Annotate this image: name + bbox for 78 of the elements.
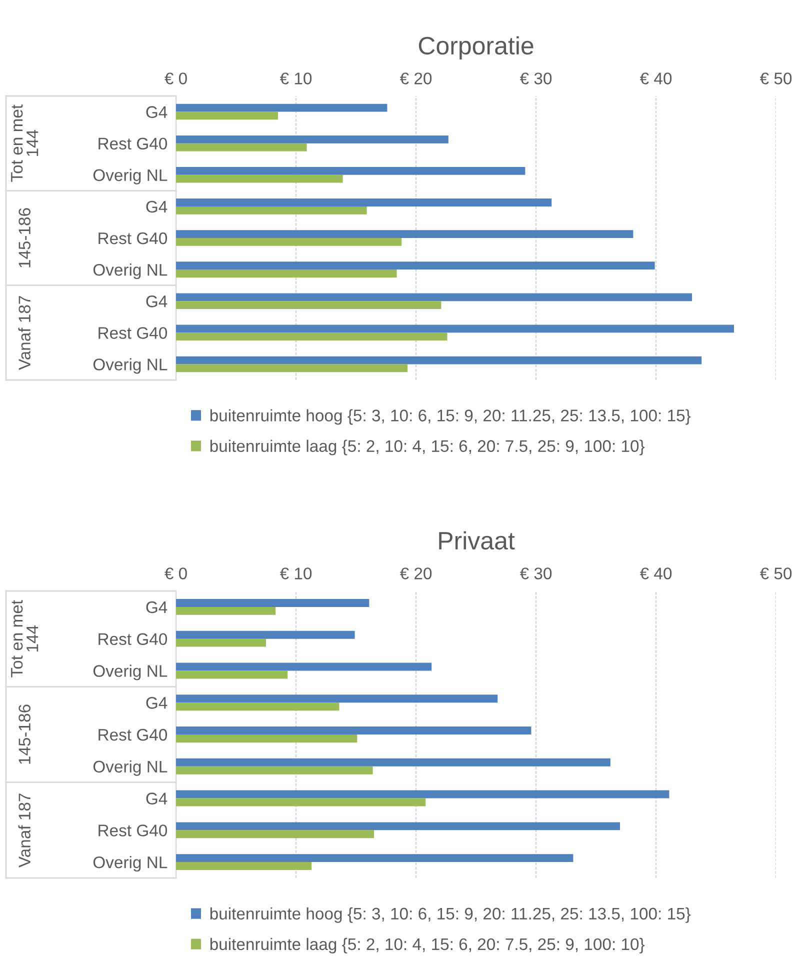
y-tick-label: G4 [146, 106, 168, 118]
y-tick-label: Rest G40 [98, 728, 168, 741]
y-tick-label: Overig NL [93, 856, 168, 872]
y-tick-label: Rest G40 [98, 327, 168, 339]
x-tick-label: € 50 [760, 568, 792, 580]
y-tick-label: G4 [146, 792, 168, 804]
legend-label: buitenruimte hoog {5: 3, 10: 6, 15: 9, 20: 11.25, 25: 13.5, 100: 15} [210, 409, 691, 425]
bar [176, 734, 358, 742]
x-tick-label: € 10 [280, 568, 312, 580]
x-tick-label: € 0 [164, 568, 187, 580]
x-tick-label: € 0 [164, 72, 187, 84]
bar [176, 862, 312, 870]
x-tick-label: € 30 [520, 72, 552, 84]
y-tick-label: G4 [146, 601, 168, 614]
bar [176, 143, 307, 152]
bar [176, 301, 442, 309]
text: 145-186 [18, 208, 30, 268]
bar [176, 694, 498, 703]
x-tick-label: € 40 [640, 72, 672, 84]
bar [176, 598, 370, 607]
bar [176, 662, 432, 671]
y-tick-label: Overig NL [93, 264, 168, 280]
bar [176, 670, 288, 679]
y-tick-label: Rest G40 [98, 824, 168, 836]
x-tick-label: € 20 [400, 568, 432, 580]
bar [176, 758, 610, 766]
y-tick-label: Overig NL [93, 168, 168, 184]
bar [176, 112, 278, 120]
y-tick-label: Overig NL [93, 358, 168, 374]
bar [176, 766, 373, 774]
bar [176, 364, 408, 372]
bar [176, 790, 670, 798]
bar [176, 606, 276, 615]
bar [176, 324, 734, 333]
text: Vanaf 187 [18, 296, 30, 370]
x-tick-label: € 40 [640, 568, 672, 580]
bar [176, 206, 367, 214]
y-tick-label: Rest G40 [98, 138, 168, 150]
y-tick-label: Rest G40 [98, 633, 168, 646]
bar [176, 270, 397, 278]
x-tick-label: € 10 [280, 72, 312, 84]
bar [176, 198, 552, 206]
y-tick-label: Overig NL [93, 760, 168, 776]
legend-label: buitenruimte hoog {5: 3, 10: 6, 15: 9, 20: 11.25, 25: 13.5, 100: 15} [210, 907, 691, 923]
bar [176, 726, 532, 734]
bar [176, 293, 692, 302]
bar [176, 830, 374, 838]
bar [176, 238, 402, 246]
bar [176, 702, 340, 711]
x-tick-label: € 20 [400, 72, 432, 84]
chart-title: Privaat [439, 531, 515, 550]
y-tick-label: Rest G40 [98, 232, 168, 244]
y-tick-label: G4 [146, 296, 168, 308]
bar [176, 854, 574, 862]
x-tick-label: € 50 [760, 72, 792, 84]
x-tick-label: € 30 [520, 568, 552, 580]
bar [176, 332, 448, 341]
bar [176, 135, 448, 144]
y-tick-label: Overig NL [93, 664, 168, 680]
bar [176, 262, 655, 270]
y-tick-label: G4 [146, 697, 168, 709]
chart-title: Corporatie [418, 36, 534, 60]
bar [176, 174, 343, 183]
legend-label: buitenruimte laag {5: 2, 10: 4, 15: 6, 20: 7.5, 25: 9, 100: 10} [210, 938, 645, 954]
bar [176, 822, 620, 830]
bar [176, 230, 634, 238]
bar [176, 104, 388, 112]
text: Tot en met 144 [11, 600, 38, 678]
bar [176, 798, 426, 806]
bar [176, 638, 266, 647]
legend-label: buitenruimte laag {5: 2, 10: 4, 15: 6, 20: 7.5, 25: 9, 100: 10} [210, 440, 645, 456]
y-tick-label: G4 [146, 200, 168, 213]
bar [176, 356, 702, 364]
text: Vanaf 187 [18, 794, 30, 868]
text: 145-186 [18, 704, 30, 764]
bar [176, 167, 526, 175]
text: Tot en met 144 [11, 104, 38, 182]
bar [176, 630, 355, 639]
